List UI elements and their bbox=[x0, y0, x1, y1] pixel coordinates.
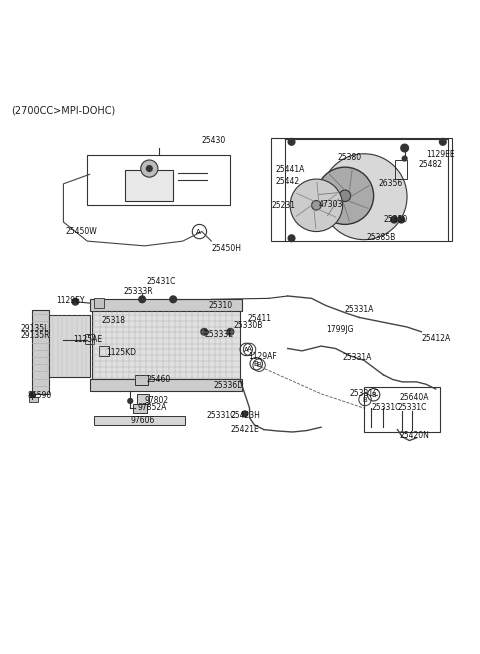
Text: 29135L: 29135L bbox=[21, 324, 49, 334]
Text: 25385B: 25385B bbox=[366, 233, 396, 242]
Circle shape bbox=[321, 154, 407, 239]
Text: 1799JG: 1799JG bbox=[326, 325, 353, 334]
Circle shape bbox=[201, 328, 207, 335]
Circle shape bbox=[440, 139, 446, 145]
Bar bbox=[99, 346, 109, 356]
Circle shape bbox=[316, 167, 373, 224]
Text: B: B bbox=[371, 392, 376, 398]
Text: 25423H: 25423H bbox=[230, 411, 260, 420]
Text: 25231: 25231 bbox=[271, 201, 295, 210]
Text: 1129EY: 1129EY bbox=[56, 296, 85, 305]
Circle shape bbox=[312, 201, 321, 210]
Text: 25421E: 25421E bbox=[230, 425, 259, 434]
Text: 1125KD: 1125KD bbox=[107, 348, 136, 357]
Text: 97852A: 97852A bbox=[137, 403, 167, 411]
Bar bbox=[271, 139, 452, 241]
Bar bbox=[33, 310, 49, 394]
Text: (2700CC>MPI-DOHC): (2700CC>MPI-DOHC) bbox=[11, 105, 115, 115]
Circle shape bbox=[288, 235, 295, 241]
Text: 25482: 25482 bbox=[419, 160, 443, 169]
Text: 25330B: 25330B bbox=[234, 321, 263, 330]
Bar bbox=[29, 397, 37, 402]
Text: 1129EE: 1129EE bbox=[426, 150, 455, 159]
Text: 25450H: 25450H bbox=[211, 244, 241, 252]
Bar bbox=[95, 298, 104, 308]
Text: 25331C: 25331C bbox=[350, 389, 379, 398]
Text: 25333R: 25333R bbox=[123, 286, 153, 296]
Text: 25310: 25310 bbox=[209, 301, 233, 310]
Bar bbox=[47, 315, 90, 377]
Circle shape bbox=[402, 156, 407, 161]
Text: 25431C: 25431C bbox=[147, 277, 176, 286]
Text: 25380: 25380 bbox=[338, 153, 362, 162]
Text: 25331C: 25331C bbox=[206, 411, 236, 420]
Circle shape bbox=[146, 165, 152, 171]
Text: 25441A: 25441A bbox=[276, 165, 305, 174]
Text: 25333L: 25333L bbox=[204, 330, 233, 339]
Bar bbox=[137, 394, 149, 404]
Bar bbox=[85, 334, 95, 344]
Circle shape bbox=[139, 296, 145, 303]
Bar bbox=[132, 404, 147, 413]
Circle shape bbox=[30, 392, 35, 398]
Text: A: A bbox=[196, 229, 201, 235]
Text: 25442: 25442 bbox=[276, 177, 300, 186]
Text: 1125AE: 1125AE bbox=[73, 336, 102, 345]
Text: 25331A: 25331A bbox=[343, 353, 372, 362]
Bar bbox=[364, 387, 441, 432]
Text: 25331C: 25331C bbox=[397, 403, 427, 411]
Circle shape bbox=[391, 216, 397, 223]
Text: 25350: 25350 bbox=[383, 215, 408, 224]
Circle shape bbox=[170, 296, 177, 303]
Text: 25336D: 25336D bbox=[214, 381, 244, 390]
Text: 86590: 86590 bbox=[28, 391, 52, 400]
Text: B: B bbox=[257, 362, 262, 368]
Circle shape bbox=[401, 145, 408, 152]
Bar bbox=[90, 379, 242, 392]
Bar bbox=[87, 155, 230, 205]
Bar bbox=[135, 375, 148, 385]
Text: 25640A: 25640A bbox=[400, 393, 430, 402]
Circle shape bbox=[72, 298, 79, 305]
Text: 25331C: 25331C bbox=[371, 403, 401, 411]
Bar bbox=[95, 416, 185, 425]
Circle shape bbox=[242, 411, 248, 417]
Text: 25318: 25318 bbox=[102, 316, 126, 325]
Text: B: B bbox=[254, 361, 259, 368]
Text: 25411: 25411 bbox=[247, 315, 271, 323]
Text: 47303: 47303 bbox=[319, 200, 343, 209]
Circle shape bbox=[128, 398, 132, 404]
Bar bbox=[395, 160, 407, 179]
Text: 25430: 25430 bbox=[202, 137, 226, 145]
Circle shape bbox=[227, 328, 234, 335]
Text: 26356: 26356 bbox=[378, 179, 403, 188]
Circle shape bbox=[288, 139, 295, 145]
Text: 25420N: 25420N bbox=[400, 431, 430, 440]
Circle shape bbox=[398, 216, 405, 223]
Circle shape bbox=[141, 160, 158, 177]
Text: 97606: 97606 bbox=[130, 415, 155, 424]
Text: 25331A: 25331A bbox=[345, 305, 374, 314]
Circle shape bbox=[339, 190, 351, 201]
Text: 29135R: 29135R bbox=[21, 331, 50, 339]
Text: 25412A: 25412A bbox=[421, 334, 451, 343]
Text: 97802: 97802 bbox=[144, 396, 168, 405]
Text: B: B bbox=[363, 396, 367, 403]
Text: 25450W: 25450W bbox=[66, 227, 97, 236]
Circle shape bbox=[290, 179, 343, 232]
Bar bbox=[125, 171, 173, 201]
Bar bbox=[90, 300, 242, 311]
Text: A: A bbox=[244, 347, 249, 353]
Bar bbox=[92, 310, 240, 379]
Text: 25460: 25460 bbox=[147, 375, 171, 384]
Text: A: A bbox=[247, 347, 252, 353]
Text: 1129AF: 1129AF bbox=[249, 352, 277, 361]
